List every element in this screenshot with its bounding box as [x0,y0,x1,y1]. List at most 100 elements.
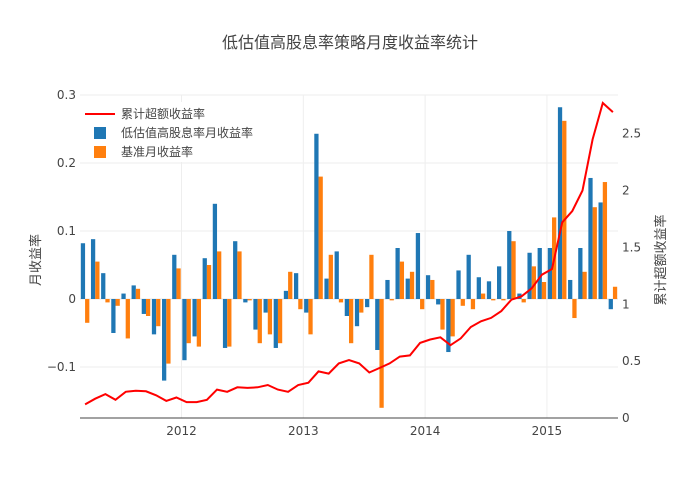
strategy-bar [162,299,167,381]
strategy-bar [425,275,431,299]
legend-label-cumulative: 累计超额收益率 [121,106,205,121]
strategy-bar [324,278,329,299]
x-tick-label: 2015 [532,424,563,438]
benchmark-bar [328,254,333,299]
bars [80,107,618,408]
benchmark-bar [369,254,374,299]
y-axis-title: 月收益率 [28,234,44,286]
strategy-bar [273,299,278,348]
cumulative-line-layer [84,101,614,406]
benchmark-bar [349,299,354,344]
benchmark-bar [257,299,262,344]
strategy-bar [121,293,126,299]
y-tick-label: −0.1 [47,360,76,374]
x-tick-label: 2013 [288,424,319,438]
y2-tick-label: 2.5 [622,127,641,141]
benchmark-bar [379,299,384,408]
benchmark-bar [206,265,212,299]
strategy-bar [436,299,441,305]
y2-tick-label: 1.5 [622,240,641,254]
legend-background [80,102,258,162]
benchmark-bar [409,271,415,299]
strategy-bar [304,299,309,313]
strategy-bar [80,243,86,299]
benchmark-bar [105,299,110,303]
benchmark-bar [308,299,313,335]
benchmark-bar [582,271,587,299]
legend-label-strategy: 低估值高股息率月收益率 [121,125,253,140]
benchmark-bar [440,299,445,330]
benchmark-bar [562,120,567,299]
strategy-bar [385,279,390,299]
strategy-bar [375,299,380,350]
strategy-bar [172,254,177,299]
strategy-bar [90,239,96,299]
benchmark-bar [135,288,141,299]
benchmark-bar [318,176,323,299]
benchmark-bar [267,299,273,335]
benchmark-bar [501,299,506,301]
strategy-bar [527,252,532,299]
strategy-bar [557,107,563,300]
y-tick-label: 0 [68,292,76,306]
benchmark-bar [196,299,201,347]
benchmark-bar [237,251,242,299]
strategy-bar [456,270,461,299]
y-tick-label: 0.1 [57,224,76,238]
benchmark-bar [359,299,364,313]
benchmark-bar [612,286,618,299]
benchmark-bar [491,299,496,301]
strategy-bar [507,231,512,299]
benchmark-bar [115,299,120,306]
chart-title: 低估值高股息率策略月度收益率统计 [222,33,478,52]
cumulative-excess-line [84,101,614,406]
benchmark-bar [399,261,405,299]
strategy-bar [253,299,258,330]
strategy-bar [293,273,299,299]
strategy-bar [354,299,360,327]
y2-tick-label: 1 [622,297,630,311]
benchmark-bar [460,299,465,306]
strategy-bar [497,266,502,299]
strategy-bar [598,202,603,299]
benchmark-bar [602,182,608,299]
benchmark-bar [298,299,303,310]
strategy-bar [243,299,248,303]
y-tick-label: 0.3 [57,88,76,102]
benchmark-bar [511,241,516,299]
strategy-bar [263,299,268,313]
legend-swatch-strategy [94,127,106,139]
benchmark-bar [227,299,232,347]
strategy-bar [466,254,471,299]
legend-swatch-benchmark [94,146,106,158]
benchmark-bar [572,299,577,319]
benchmark-bar [186,299,191,344]
y-tick-label: 0.2 [57,156,76,170]
strategy-bar [578,248,583,299]
legend-label-benchmark: 基准月收益率 [121,144,193,159]
y2-tick-label: 2 [622,184,630,198]
x-tick-label: 2012 [166,424,197,438]
benchmark-bar [541,282,547,299]
benchmark-bar [85,299,90,323]
strategy-bar [486,281,492,299]
strategy-bar [111,299,116,333]
y2-tick-label: 0.5 [622,354,641,368]
benchmark-bar [217,251,222,299]
y2-tick-label: 0 [622,411,630,425]
legend[interactable]: 累计超额收益率 低估值高股息率月收益率 基准月收益率 [80,102,258,162]
strategy-bar [233,241,238,299]
benchmark-bar [338,299,344,303]
strategy-bar [334,251,339,299]
benchmark-bar [592,207,597,299]
strategy-bar [395,248,400,299]
benchmark-bar [125,299,130,339]
benchmark-bar [470,299,476,310]
x-tick-label: 2014 [410,424,441,438]
strategy-bar [283,290,289,299]
strategy-bar [415,233,421,299]
benchmark-bar [277,299,283,344]
strategy-bar [344,299,349,316]
strategy-bar [365,299,370,308]
